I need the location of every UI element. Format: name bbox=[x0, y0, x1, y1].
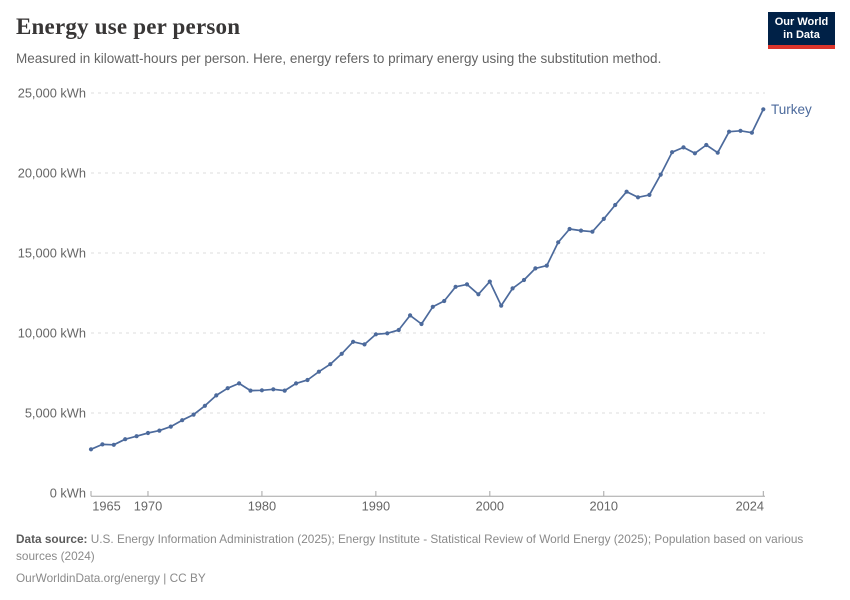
data-point[interactable] bbox=[157, 428, 162, 433]
data-point[interactable] bbox=[647, 192, 652, 197]
data-point[interactable] bbox=[271, 387, 276, 392]
data-point[interactable] bbox=[533, 266, 538, 271]
data-source-line: Data source: U.S. Energy Information Adm… bbox=[16, 532, 803, 563]
chart-footer: Data source: U.S. Energy Information Adm… bbox=[16, 531, 818, 587]
data-point[interactable] bbox=[225, 386, 230, 391]
data-point[interactable] bbox=[202, 403, 207, 408]
data-point[interactable] bbox=[362, 342, 367, 347]
data-point[interactable] bbox=[487, 279, 492, 284]
data-point[interactable] bbox=[339, 351, 344, 356]
y-axis-tick-label: 5,000 kWh bbox=[25, 405, 86, 420]
data-point[interactable] bbox=[237, 381, 242, 386]
data-point[interactable] bbox=[100, 442, 105, 447]
data-point[interactable] bbox=[521, 277, 527, 283]
data-point[interactable] bbox=[88, 447, 94, 452]
y-axis-tick-label: 10,000 kWh bbox=[18, 325, 86, 340]
data-point[interactable] bbox=[351, 339, 356, 344]
owid-logo-line2: in Data bbox=[783, 29, 820, 41]
data-point[interactable] bbox=[738, 128, 743, 133]
data-point[interactable] bbox=[191, 412, 196, 417]
data-point[interactable] bbox=[601, 216, 606, 221]
data-source-label: Data source: bbox=[16, 532, 88, 546]
data-point[interactable] bbox=[692, 151, 698, 156]
data-point[interactable] bbox=[294, 381, 299, 386]
data-point[interactable] bbox=[681, 145, 686, 150]
chart-title: Energy use per person bbox=[16, 14, 241, 39]
data-point[interactable] bbox=[442, 298, 447, 304]
data-point[interactable] bbox=[727, 129, 732, 134]
data-point[interactable] bbox=[145, 430, 151, 436]
y-axis-tick-label: 25,000 kWh bbox=[18, 85, 86, 100]
data-point[interactable] bbox=[328, 362, 333, 367]
data-point[interactable] bbox=[704, 142, 709, 148]
data-point[interactable] bbox=[385, 331, 390, 336]
data-point[interactable] bbox=[168, 424, 173, 429]
series-line bbox=[90, 108, 765, 451]
data-point[interactable] bbox=[282, 388, 287, 393]
x-axis-tick-label: 2010 bbox=[590, 499, 618, 514]
data-point[interactable] bbox=[123, 437, 128, 442]
data-point[interactable] bbox=[430, 304, 435, 309]
data-point[interactable] bbox=[761, 107, 766, 112]
data-point[interactable] bbox=[316, 369, 321, 374]
data-point[interactable] bbox=[544, 263, 549, 268]
data-point[interactable] bbox=[567, 226, 572, 232]
data-point[interactable] bbox=[635, 195, 641, 200]
x-axis-tick-label: 1965 bbox=[92, 499, 120, 514]
chart-subtitle: Measured in kilowatt-hours per person. H… bbox=[16, 51, 662, 66]
data-point[interactable] bbox=[510, 286, 515, 291]
data-point[interactable] bbox=[658, 172, 663, 177]
data-point[interactable] bbox=[556, 240, 561, 245]
owid-logo[interactable]: Our World in Data bbox=[768, 12, 835, 49]
x-axis-tick-label: 1970 bbox=[134, 499, 162, 514]
data-source-text: U.S. Energy Information Administration (… bbox=[16, 532, 804, 564]
x-axis-tick-label: 1980 bbox=[248, 499, 276, 514]
data-point[interactable] bbox=[476, 292, 481, 297]
data-point[interactable] bbox=[396, 327, 401, 333]
x-axis-tick-label: 2000 bbox=[476, 499, 504, 514]
data-point[interactable] bbox=[578, 228, 584, 233]
data-point[interactable] bbox=[613, 202, 618, 208]
x-axis-tick-label: 2024 bbox=[736, 499, 764, 514]
data-point[interactable] bbox=[624, 189, 629, 194]
data-point[interactable] bbox=[499, 303, 504, 308]
data-point[interactable] bbox=[453, 284, 458, 289]
data-point[interactable] bbox=[749, 130, 755, 135]
data-point[interactable] bbox=[590, 229, 595, 234]
data-point[interactable] bbox=[408, 313, 413, 318]
data-point[interactable] bbox=[305, 377, 310, 383]
y-axis-tick-label: 20,000 kWh bbox=[18, 165, 86, 180]
data-point[interactable] bbox=[464, 282, 470, 287]
data-point[interactable] bbox=[180, 418, 185, 423]
data-point[interactable] bbox=[214, 393, 219, 398]
data-point[interactable] bbox=[134, 434, 139, 439]
y-axis-tick-label: 15,000 kWh bbox=[18, 245, 86, 260]
data-point[interactable] bbox=[715, 150, 720, 155]
data-point[interactable] bbox=[670, 150, 675, 155]
series-end-label: Turkey bbox=[771, 102, 812, 117]
data-point[interactable] bbox=[259, 388, 264, 393]
data-point[interactable] bbox=[373, 332, 378, 337]
owid-logo-line1: Our World bbox=[774, 16, 829, 28]
x-axis-tick-label: 1990 bbox=[362, 499, 390, 514]
data-point[interactable] bbox=[419, 321, 424, 327]
data-point[interactable] bbox=[248, 388, 253, 393]
data-point[interactable] bbox=[111, 442, 116, 447]
y-axis-tick-label: 0 kWh bbox=[50, 485, 86, 500]
license-link[interactable]: OurWorldinData.org/energy | CC BY bbox=[16, 571, 206, 586]
